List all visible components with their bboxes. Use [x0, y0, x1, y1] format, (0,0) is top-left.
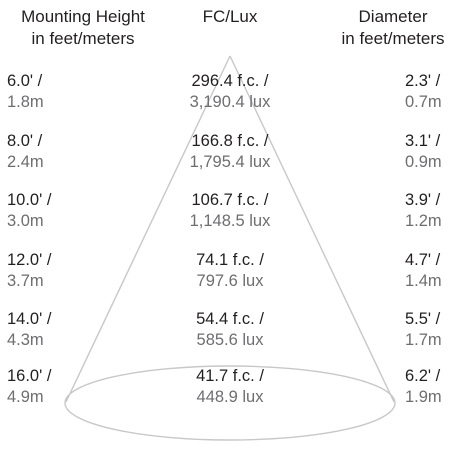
diameter-header: Diameter in feet/meters	[318, 6, 453, 50]
height-ft: 8.0' /	[7, 132, 43, 150]
height-m: 3.0m	[7, 212, 44, 230]
diameter-ft: 5.5' /	[405, 310, 441, 328]
footcandles: 74.1 f.c. /	[196, 251, 264, 269]
diameter-m: 1.4m	[405, 272, 442, 290]
data-row: 14.0' / 4.3m 54.4 f.c. / 585.6 lux 5.5' …	[0, 309, 453, 359]
diameter-ft: 3.9' /	[405, 191, 441, 209]
lux: 797.6 lux	[196, 272, 264, 290]
data-row: 16.0' / 4.9m 41.7 f.c. / 448.9 lux 6.2' …	[0, 366, 453, 416]
lux: 1,795.4 lux	[189, 153, 271, 171]
diameter-ft: 6.2' /	[405, 367, 441, 385]
fc-lux-cell: 296.4 f.c. / 3,190.4 lux	[148, 71, 312, 113]
diameter-m: 0.7m	[405, 93, 442, 111]
height-cell: 8.0' / 2.4m	[7, 131, 97, 173]
diameter-ft: 2.3' /	[405, 72, 441, 90]
lux: 1,148.5 lux	[189, 212, 271, 230]
diameter-cell: 4.7' / 1.4m	[405, 250, 453, 292]
height-ft: 14.0' /	[7, 310, 52, 328]
height-m: 2.4m	[7, 153, 44, 171]
height-cell: 10.0' / 3.0m	[7, 190, 97, 232]
fc-lux-header: FC/Lux	[202, 7, 258, 26]
lux: 3,190.4 lux	[189, 93, 271, 111]
diameter-cell: 5.5' / 1.7m	[405, 309, 453, 351]
mounting-height-header-line1: Mounting Height	[21, 7, 145, 26]
diameter-ft: 3.1' /	[405, 132, 441, 150]
mounting-height-header: Mounting Height in feet/meters	[8, 6, 158, 50]
cone-left-edge	[65, 55, 231, 403]
height-cell: 6.0' / 1.8m	[7, 71, 97, 113]
diameter-m: 1.2m	[405, 212, 442, 230]
diameter-m: 1.9m	[405, 388, 442, 406]
data-row: 10.0' / 3.0m 106.7 f.c. / 1,148.5 lux 3.…	[0, 190, 453, 240]
height-cell: 12.0' / 3.7m	[7, 250, 97, 292]
footcandles: 54.4 f.c. /	[196, 310, 264, 328]
fc-lux-cell: 41.7 f.c. / 448.9 lux	[148, 366, 312, 408]
fc-lux-cell: 74.1 f.c. / 797.6 lux	[148, 250, 312, 292]
height-ft: 16.0' /	[7, 367, 52, 385]
height-ft: 12.0' /	[7, 251, 52, 269]
footcandles: 296.4 f.c. /	[191, 72, 269, 90]
height-cell: 14.0' / 4.3m	[7, 309, 97, 351]
diameter-m: 0.9m	[405, 153, 442, 171]
lux: 448.9 lux	[196, 388, 264, 406]
height-m: 4.9m	[7, 388, 44, 406]
height-ft: 10.0' /	[7, 191, 52, 209]
mounting-height-header-line2: in feet/meters	[31, 29, 135, 48]
diameter-header-line1: Diameter	[358, 7, 428, 26]
diameter-m: 1.7m	[405, 331, 442, 349]
diameter-cell: 3.9' / 1.2m	[405, 190, 453, 232]
cone-base-ellipse	[64, 365, 396, 441]
data-row: 6.0' / 1.8m 296.4 f.c. / 3,190.4 lux 2.3…	[0, 71, 453, 121]
footcandles: 41.7 f.c. /	[196, 367, 264, 385]
height-m: 4.3m	[7, 331, 44, 349]
footcandles: 166.8 f.c. /	[191, 132, 269, 150]
diameter-ft: 4.7' /	[405, 251, 441, 269]
height-m: 3.7m	[7, 272, 44, 290]
height-ft: 6.0' /	[7, 72, 43, 90]
fc-lux-cell: 106.7 f.c. / 1,148.5 lux	[148, 190, 312, 232]
height-m: 1.8m	[7, 93, 44, 111]
footcandles: 106.7 f.c. /	[191, 191, 269, 209]
lux: 585.6 lux	[196, 331, 264, 349]
diameter-cell: 6.2' / 1.9m	[405, 366, 453, 408]
diameter-header-line2: in feet/meters	[341, 29, 445, 48]
height-cell: 16.0' / 4.9m	[7, 366, 97, 408]
diameter-cell: 3.1' / 0.9m	[405, 131, 453, 173]
cone-right-edge	[229, 55, 395, 403]
data-row: 12.0' / 3.7m 74.1 f.c. / 797.6 lux 4.7' …	[0, 250, 453, 300]
fc-lux-cell: 54.4 f.c. / 585.6 lux	[148, 309, 312, 351]
data-row: 8.0' / 2.4m 166.8 f.c. / 1,795.4 lux 3.1…	[0, 131, 453, 181]
diameter-cell: 2.3' / 0.7m	[405, 71, 453, 113]
fc-lux-cell: 166.8 f.c. / 1,795.4 lux	[148, 131, 312, 173]
